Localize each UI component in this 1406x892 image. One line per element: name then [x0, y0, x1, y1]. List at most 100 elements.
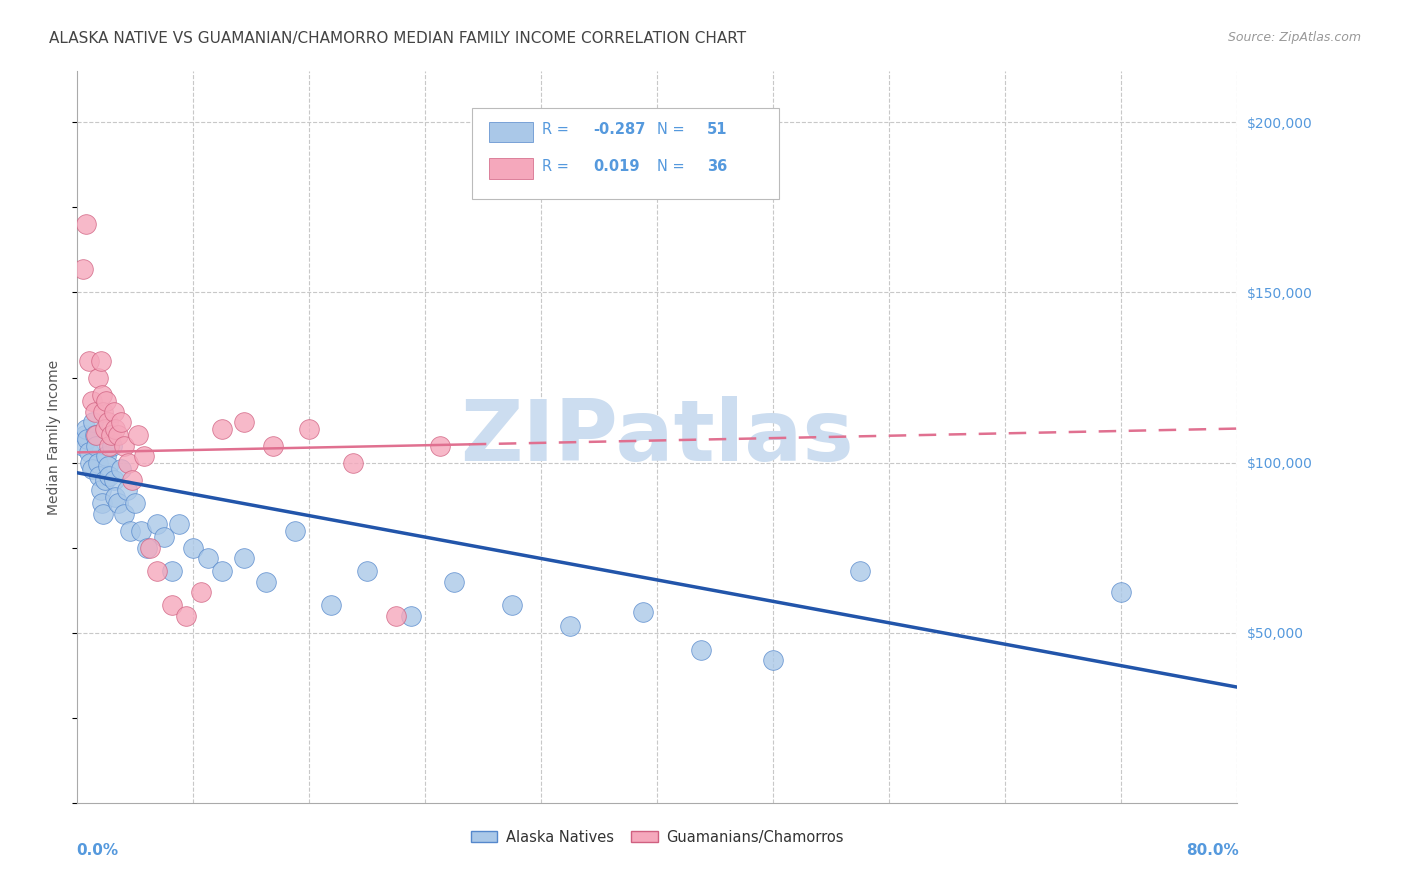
Point — [103, 404, 125, 418]
Point — [77, 445, 100, 459]
FancyBboxPatch shape — [489, 122, 533, 143]
Point — [97, 458, 120, 473]
Point — [75, 218, 97, 232]
Text: N =: N = — [658, 122, 689, 137]
Point — [399, 608, 422, 623]
Point — [174, 608, 197, 623]
Point — [121, 473, 143, 487]
Point — [83, 404, 105, 418]
Point — [183, 541, 205, 555]
Legend: Alaska Natives, Guamanians/Chamorros: Alaska Natives, Guamanians/Chamorros — [465, 823, 849, 850]
Point — [96, 449, 118, 463]
Point — [849, 565, 872, 579]
Point — [83, 428, 105, 442]
Text: N =: N = — [658, 159, 689, 174]
Point — [117, 456, 139, 470]
Point — [118, 524, 141, 538]
Point — [762, 653, 785, 667]
Point — [501, 599, 523, 613]
Point — [160, 565, 183, 579]
Point — [97, 415, 120, 429]
Point — [167, 516, 190, 531]
Point — [90, 483, 111, 497]
Point — [87, 469, 110, 483]
Point — [132, 449, 155, 463]
Point — [112, 439, 135, 453]
Point — [342, 456, 364, 470]
Point — [80, 462, 103, 476]
Point — [153, 531, 176, 545]
Point — [96, 394, 118, 409]
Point — [385, 608, 408, 623]
Point — [75, 421, 97, 435]
Point — [84, 428, 107, 442]
Point — [90, 353, 111, 368]
Point — [443, 574, 465, 589]
Point — [211, 565, 233, 579]
Point — [72, 261, 94, 276]
Point — [73, 428, 96, 442]
Point — [72, 439, 94, 453]
Point — [104, 490, 127, 504]
Point — [101, 439, 124, 453]
Point — [146, 565, 169, 579]
Point — [129, 524, 152, 538]
Text: ALASKA NATIVE VS GUAMANIAN/CHAMORRO MEDIAN FAMILY INCOME CORRELATION CHART: ALASKA NATIVE VS GUAMANIAN/CHAMORRO MEDI… — [49, 31, 747, 46]
Point — [197, 550, 219, 565]
Point — [146, 516, 169, 531]
Point — [84, 439, 107, 453]
Point — [560, 619, 582, 633]
Point — [262, 439, 284, 453]
Text: 0.0%: 0.0% — [76, 843, 118, 858]
Point — [77, 353, 100, 368]
Point — [98, 439, 121, 453]
Text: Source: ZipAtlas.com: Source: ZipAtlas.com — [1227, 31, 1361, 45]
Point — [86, 370, 108, 384]
Point — [1111, 585, 1133, 599]
Point — [124, 496, 146, 510]
Text: -0.287: -0.287 — [593, 122, 645, 137]
Point — [107, 496, 129, 510]
Point — [160, 599, 183, 613]
Point — [91, 496, 114, 510]
Point — [211, 421, 233, 435]
Point — [103, 473, 125, 487]
Point — [82, 415, 104, 429]
Point — [689, 642, 711, 657]
Point — [233, 415, 256, 429]
Point — [86, 456, 108, 470]
Point — [93, 404, 115, 418]
Point — [254, 574, 277, 589]
Point — [107, 428, 129, 442]
Point — [76, 432, 98, 446]
Point — [127, 428, 149, 442]
Text: R =: R = — [543, 159, 574, 174]
Point — [190, 585, 212, 599]
Point — [94, 473, 117, 487]
Text: R =: R = — [543, 122, 574, 137]
Text: 36: 36 — [707, 159, 727, 174]
Point — [110, 462, 132, 476]
Point — [139, 541, 162, 555]
Point — [80, 394, 103, 409]
Point — [136, 541, 159, 555]
Point — [104, 421, 127, 435]
Point — [98, 469, 121, 483]
Point — [298, 421, 321, 435]
Point — [115, 483, 138, 497]
Point — [233, 550, 256, 565]
Point — [110, 415, 132, 429]
Y-axis label: Median Family Income: Median Family Income — [48, 359, 62, 515]
Point — [79, 456, 101, 470]
Text: 0.019: 0.019 — [593, 159, 640, 174]
Point — [631, 605, 654, 619]
Point — [284, 524, 307, 538]
Text: ZIPatlas: ZIPatlas — [460, 395, 855, 479]
Point — [112, 507, 135, 521]
Text: 51: 51 — [707, 122, 728, 137]
FancyBboxPatch shape — [489, 159, 533, 179]
Point — [429, 439, 451, 453]
FancyBboxPatch shape — [471, 108, 779, 200]
Point — [91, 387, 114, 401]
Point — [100, 428, 122, 442]
